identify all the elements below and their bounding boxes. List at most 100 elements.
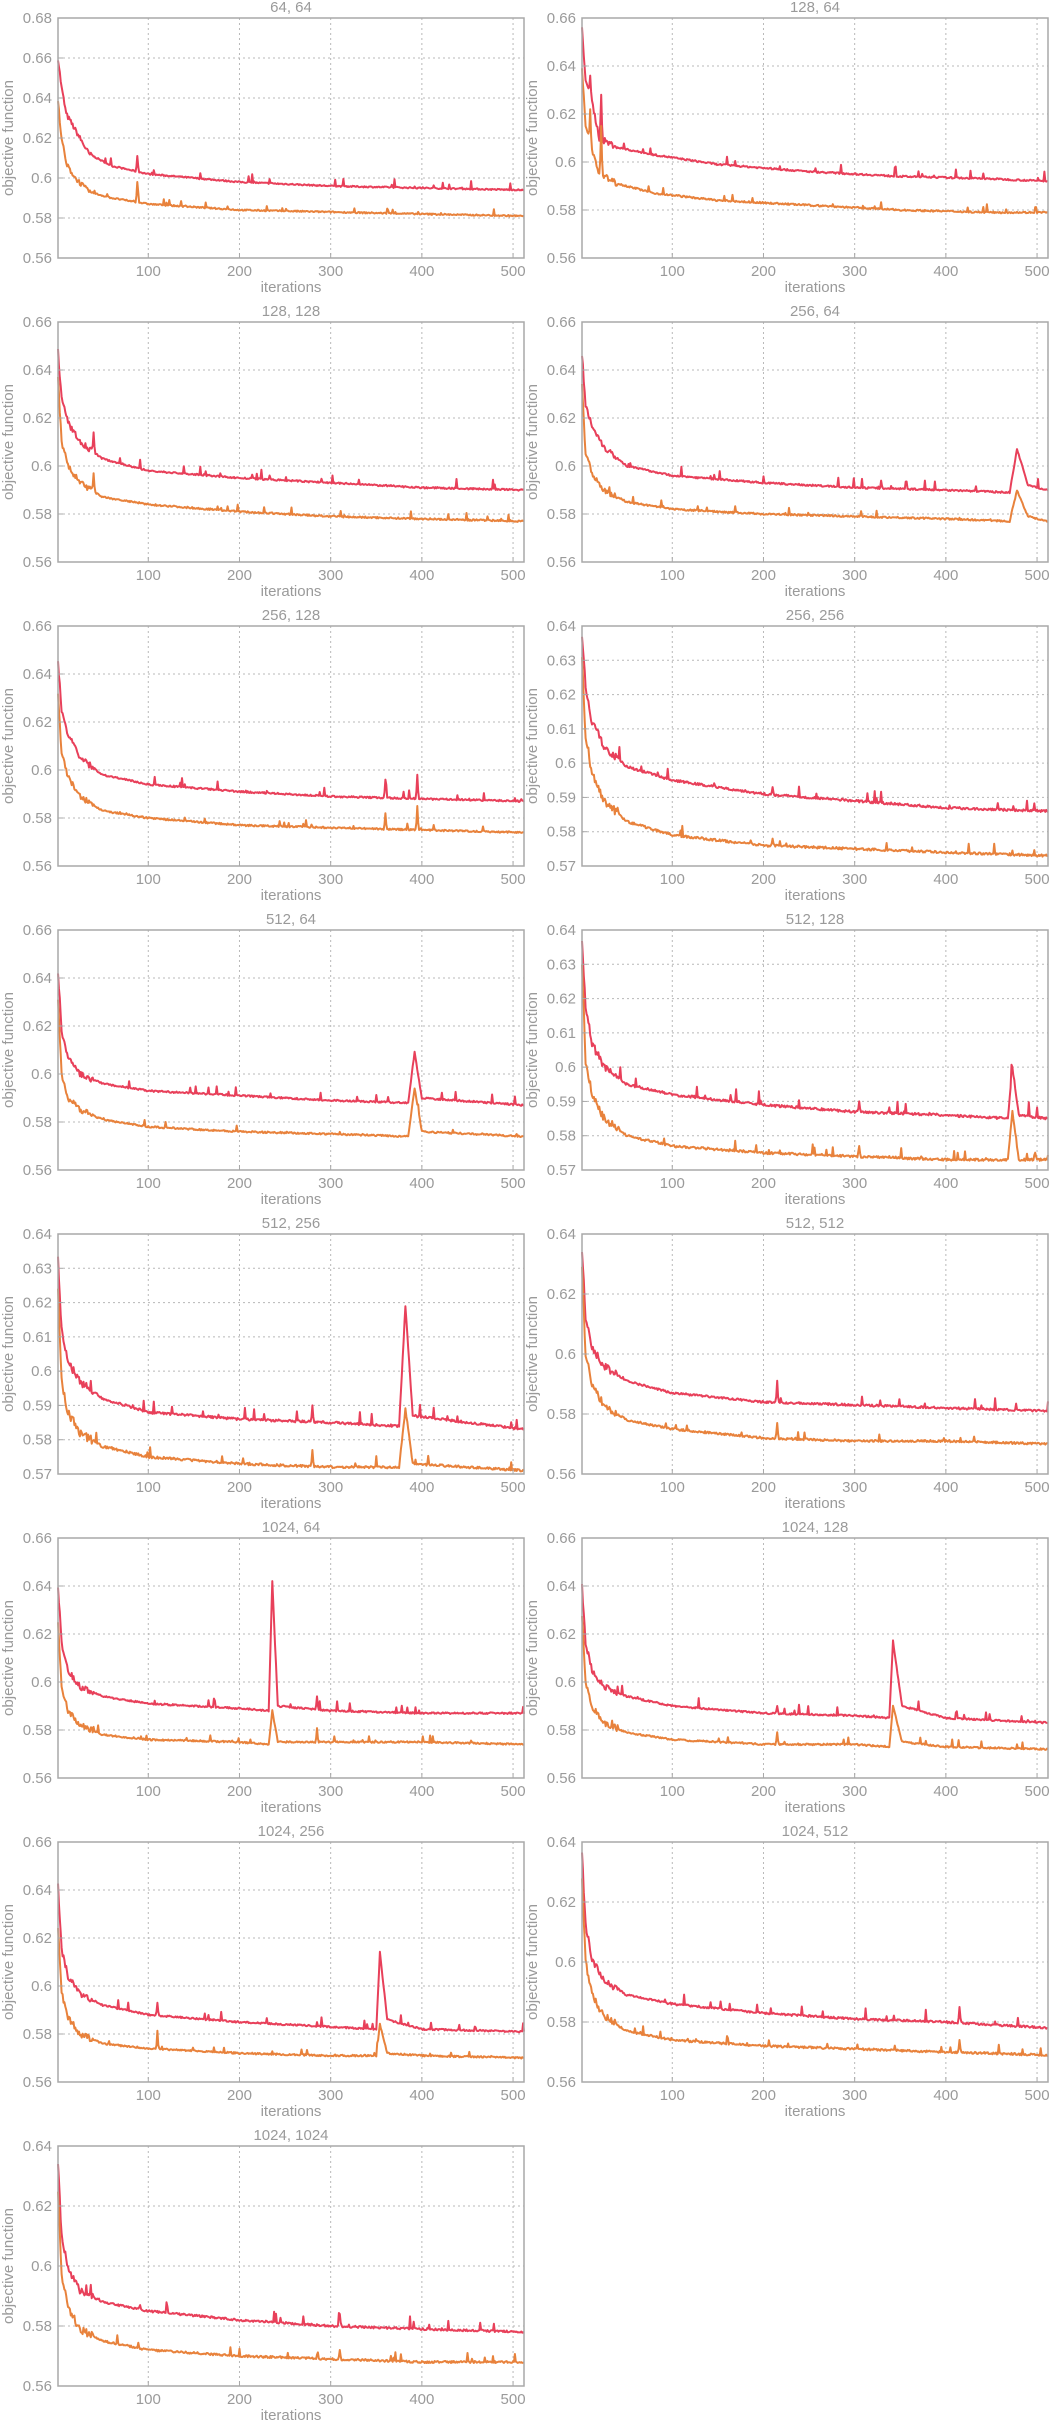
series-line-upper: [57, 661, 525, 803]
chart-title: 128, 128: [262, 303, 320, 320]
y-tick-label: 0.58: [23, 2026, 52, 2043]
y-tick-label: 0.66: [547, 314, 576, 331]
y-tick-label: 0.66: [23, 50, 52, 67]
x-tick-label: 400: [933, 567, 958, 584]
y-tick-label: 0.64: [23, 1578, 52, 1595]
x-tick-label: 300: [318, 1783, 343, 1800]
y-tick-label: 0.62: [23, 1626, 52, 1643]
chart-panel: 128, 128 100 200 300 400 500 0.56 0.58 0.6 0.62 0.…: [0, 303, 526, 600]
x-tick-label: 400: [933, 1783, 958, 1800]
series-line-upper: [581, 355, 1049, 495]
plot-frame: [581, 625, 1049, 867]
chart-panel: 1024, 64 100 200 300 400 500 0.56 0.58 0.6 0.62 0.…: [0, 1519, 526, 1816]
series-line-lower: [581, 1878, 1049, 2057]
chart-title: 1024, 128: [782, 1519, 849, 1536]
y-tick-label: 0.64: [23, 666, 52, 683]
x-axis-label: iterations: [785, 887, 846, 904]
x-axis-label: iterations: [785, 1799, 846, 1816]
chart-title: 512, 128: [786, 911, 844, 928]
y-tick-label: 0.58: [547, 1406, 576, 1423]
y-tick-label: 0.56: [547, 554, 576, 571]
chart-title: 64, 64: [270, 0, 312, 16]
y-tick-label: 0.68: [23, 10, 52, 27]
y-tick-label: 0.56: [23, 858, 52, 875]
y-axis-label: objective function: [0, 80, 17, 196]
chart-panel: 256, 64 100 200 300 400 500 0.56 0.58 0.6 0.62 0.6…: [524, 303, 1050, 600]
chart-panel: 128, 64 100 200 300 400 500 0.56 0.58 0.6 0.62 0.6…: [524, 0, 1050, 296]
x-tick-label: 300: [318, 567, 343, 584]
chart-panel: 256, 128 100 200 300 400 500 0.56 0.58 0.6 0.62 0.…: [0, 607, 526, 904]
chart-panel: 512, 64 100 200 300 400 500 0.56 0.58 0.6 0.62 0.6…: [0, 911, 526, 1208]
x-axis-label: iterations: [261, 2407, 322, 2424]
chart-title: 128, 64: [790, 0, 840, 16]
y-axis-label: objective function: [524, 992, 541, 1108]
x-tick-label: 200: [227, 1783, 252, 1800]
y-tick-label: 0.58: [23, 1114, 52, 1131]
y-tick-label: 0.6: [31, 1066, 52, 1083]
plot-frame: [581, 321, 1049, 563]
y-tick-label: 0.6: [31, 1978, 52, 1995]
y-tick-label: 0.6: [555, 154, 576, 171]
x-tick-label: 300: [318, 2087, 343, 2104]
y-tick-label: 0.66: [23, 1530, 52, 1547]
series-line-lower: [581, 964, 1049, 1162]
x-tick-label: 300: [842, 1783, 867, 1800]
x-tick-label: 100: [660, 871, 685, 888]
series-line-lower: [57, 1622, 525, 1746]
y-tick-label: 0.57: [23, 1466, 52, 1483]
series-line-lower: [581, 383, 1049, 523]
x-tick-label: 500: [501, 2391, 526, 2408]
y-tick-label: 0.62: [547, 1286, 576, 1303]
x-axis-label: iterations: [261, 583, 322, 600]
series-line-upper: [581, 27, 1049, 183]
y-tick-label: 0.6: [31, 2258, 52, 2275]
chart-title: 256, 256: [786, 607, 844, 624]
x-tick-label: 300: [842, 263, 867, 280]
x-tick-label: 100: [136, 1175, 161, 1192]
y-tick-label: 0.61: [23, 1329, 52, 1346]
series-line-lower: [581, 1616, 1049, 1751]
x-tick-label: 300: [842, 1479, 867, 1496]
x-tick-label: 500: [1025, 567, 1050, 584]
y-axis-label: objective function: [0, 992, 17, 1108]
y-tick-label: 0.6: [555, 755, 576, 772]
x-tick-label: 100: [136, 2391, 161, 2408]
x-tick-label: 400: [409, 871, 434, 888]
chart-panel: 512, 128 100 200 300 400 500 0.57 0.58 0.59 0.6 0.…: [524, 911, 1050, 1208]
y-tick-label: 0.6: [555, 1954, 576, 1971]
y-tick-label: 0.59: [547, 789, 576, 806]
y-axis-label: objective function: [524, 384, 541, 500]
x-tick-label: 200: [751, 871, 776, 888]
y-tick-label: 0.64: [547, 58, 576, 75]
x-tick-label: 300: [842, 567, 867, 584]
y-tick-label: 0.62: [23, 130, 52, 147]
x-tick-label: 500: [1025, 871, 1050, 888]
y-tick-label: 0.66: [23, 618, 52, 635]
y-tick-label: 0.6: [555, 1674, 576, 1691]
x-tick-label: 500: [501, 2087, 526, 2104]
y-axis-label: objective function: [0, 688, 17, 804]
x-tick-label: 400: [409, 1479, 434, 1496]
x-tick-label: 300: [318, 2391, 343, 2408]
y-tick-label: 0.64: [547, 1834, 576, 1851]
plot-frame: [57, 929, 525, 1171]
chart-title: 256, 64: [790, 303, 840, 320]
chart-panel: 1024, 1024 100 200 300 400 500 0.56 0.58 0.6 0.62…: [0, 2127, 526, 2424]
x-tick-label: 400: [933, 263, 958, 280]
x-tick-label: 200: [227, 567, 252, 584]
y-tick-label: 0.6: [31, 1363, 52, 1380]
chart-title: 1024, 256: [258, 1823, 325, 1840]
y-tick-label: 0.6: [555, 1346, 576, 1363]
y-axis-label: objective function: [524, 688, 541, 804]
y-axis-label: objective function: [524, 1600, 541, 1716]
series-line-lower: [57, 100, 525, 218]
y-tick-label: 0.64: [23, 1882, 52, 1899]
chart-title: 512, 512: [786, 1215, 844, 1232]
x-tick-label: 400: [409, 1783, 434, 1800]
series-line-lower: [581, 1266, 1049, 1446]
x-tick-label: 400: [409, 2391, 434, 2408]
x-tick-label: 400: [933, 2087, 958, 2104]
x-tick-label: 400: [409, 263, 434, 280]
y-tick-label: 0.62: [547, 1626, 576, 1643]
